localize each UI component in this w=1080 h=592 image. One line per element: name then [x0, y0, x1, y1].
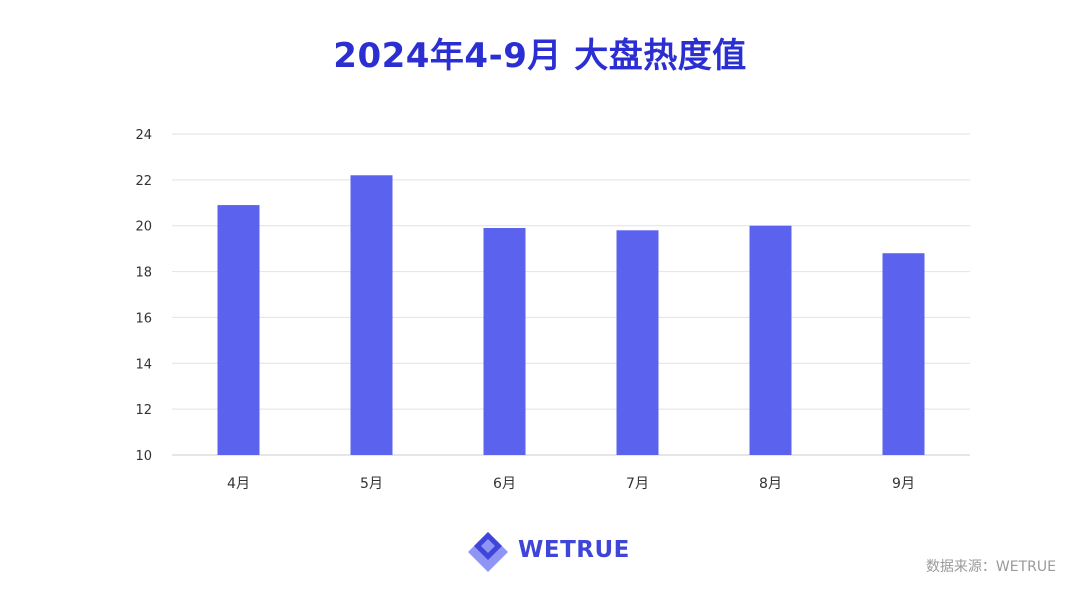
y-axis-ticks: 10 12 14 16 18 20 22 24 [135, 128, 152, 464]
chart-title: 2024年4-9月 大盘热度值 [333, 36, 747, 76]
x-tick-label: 7月 [626, 476, 649, 492]
x-axis-ticks: 4月 5月 6月 7月 8月 9月 [227, 476, 915, 492]
bar [483, 228, 526, 455]
bar [749, 225, 792, 455]
x-tick-label: 9月 [892, 476, 915, 492]
y-tick-label: 22 [135, 174, 152, 189]
x-tick-label: 8月 [759, 476, 782, 492]
bar [882, 253, 925, 455]
x-tick-label: 5月 [360, 476, 383, 492]
x-tick-label: 4月 [227, 476, 250, 492]
bar-chart: 10 12 14 16 18 20 22 24 4月 5月 6月 7月 8月 9月 [135, 128, 970, 492]
diamond-logo-icon [468, 532, 508, 572]
x-tick-label: 6月 [493, 476, 516, 492]
y-tick-label: 20 [135, 220, 152, 235]
bar [217, 205, 260, 455]
data-source-note: 数据来源：WETRUE [925, 559, 1056, 575]
logo-text: WETRUE [518, 537, 630, 563]
y-tick-label: 12 [135, 403, 152, 418]
bars [217, 175, 925, 455]
bar [616, 230, 659, 455]
gridlines [172, 133, 970, 456]
bar [350, 175, 393, 455]
y-tick-label: 24 [135, 128, 152, 143]
y-tick-label: 10 [135, 449, 152, 464]
y-tick-label: 16 [135, 311, 152, 326]
y-tick-label: 14 [135, 357, 152, 372]
y-tick-label: 18 [135, 266, 152, 281]
wetrue-logo: WETRUE [466, 528, 630, 572]
